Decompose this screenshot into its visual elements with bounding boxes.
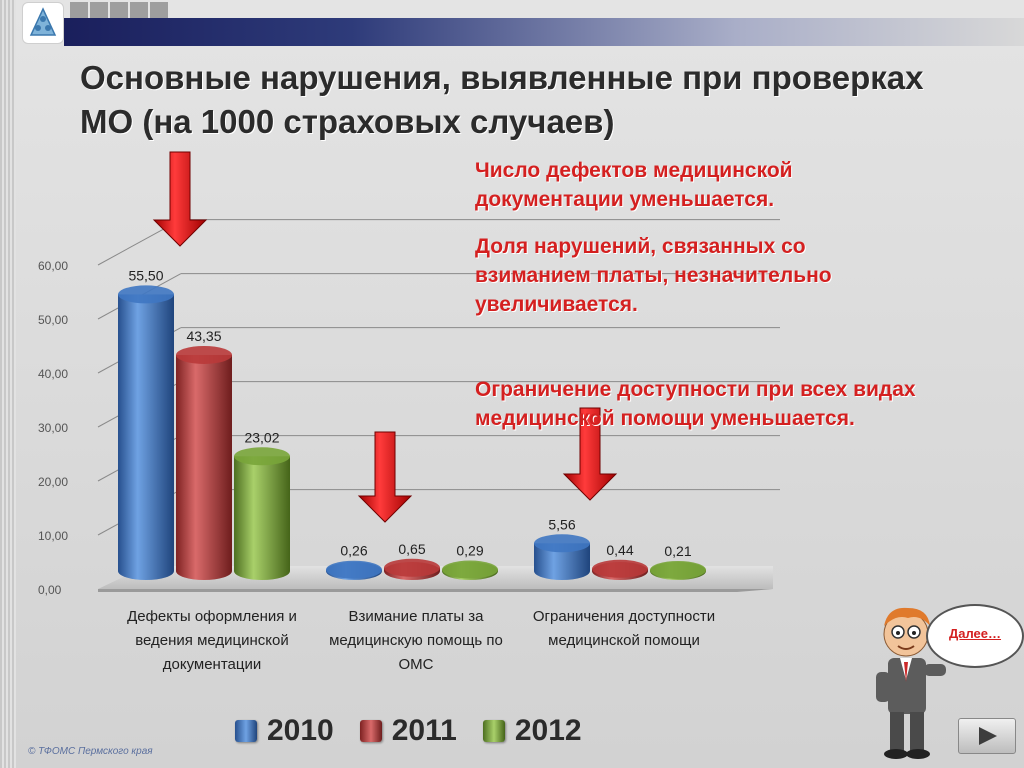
legend-label-2010: 2010	[267, 714, 334, 747]
bar-top-2012-3	[650, 560, 706, 579]
value-label-2012-2: 0,29	[456, 543, 483, 559]
header-blocks	[70, 2, 170, 23]
legend-item-2010: 2010	[235, 714, 334, 748]
value-label-2011-3: 0,44	[606, 542, 633, 558]
bar-base-2011-1	[176, 562, 232, 580]
y-tick-label: 20,00	[38, 475, 68, 489]
bar-2012-1	[234, 456, 290, 571]
next-link[interactable]: Далее…	[948, 626, 1002, 641]
value-label-2010-2: 0,26	[340, 543, 367, 559]
category-label-1: Дефекты оформления и ведения медицинской…	[127, 608, 297, 673]
value-label-2012-1: 23,02	[244, 429, 279, 445]
y-tick-label: 50,00	[38, 313, 68, 327]
bar-base-2012-1	[234, 562, 290, 580]
footer-copyright: © ТФОМС Пермского края	[28, 746, 153, 757]
next-slide-button[interactable]	[958, 718, 1016, 754]
bar-top-2012-1	[234, 447, 290, 466]
bar-top-2011-1	[176, 345, 232, 364]
bar-top-2011-3	[592, 559, 648, 578]
value-label-2011-1: 43,35	[186, 328, 221, 344]
chart-floor-edge	[98, 589, 773, 592]
play-icon	[979, 727, 997, 745]
note-3: Ограничение доступности при всех видах м…	[475, 378, 916, 430]
decorative-stripe	[0, 0, 16, 768]
down-arrow-icon	[152, 151, 208, 247]
bar-top-2010-2	[326, 560, 382, 579]
legend-swatch-2011	[359, 720, 382, 742]
bar-top-2011-2	[384, 558, 440, 577]
bar-2010-1	[118, 294, 174, 571]
y-tick-label: 60,00	[38, 259, 68, 273]
bar-top-2012-2	[442, 560, 498, 579]
bar-base-2010-1	[118, 562, 174, 580]
presenter-character	[876, 607, 946, 759]
bar-base-2010-3	[534, 562, 590, 580]
legend-swatch-2010	[235, 720, 257, 742]
y-tick-label: 30,00	[38, 421, 68, 435]
slide-title: Основные нарушения, выявленные при прове…	[80, 59, 924, 140]
value-label-2010-1: 55,50	[128, 267, 163, 283]
note-1: Число дефектов медицинской документации …	[475, 159, 793, 211]
down-arrow-icon	[562, 407, 618, 501]
logo	[22, 2, 64, 44]
value-label-2010-3: 5,56	[548, 516, 575, 532]
value-label-2012-3: 0,21	[664, 543, 691, 559]
bar-top-2010-3	[534, 534, 590, 553]
y-tick-label: 40,00	[38, 367, 68, 381]
note-2: Доля нарушений, связанных со взиманием п…	[475, 235, 832, 316]
legend-item-2012: 2012	[482, 714, 582, 748]
down-arrow-icon	[357, 431, 413, 523]
legend-label-2011: 2011	[391, 714, 457, 747]
category-label-3: Ограничения доступности медицинской помо…	[532, 608, 716, 649]
legend-swatch-2012	[482, 720, 505, 742]
bar-2011-1	[176, 354, 232, 571]
value-label-2011-2: 0,65	[398, 541, 425, 557]
header-bar	[64, 18, 1024, 46]
chart-legend: 2010 2011 2012	[235, 714, 608, 748]
y-tick-label: 0,00	[38, 583, 62, 597]
bar-top-2010-1	[118, 285, 174, 304]
next-speech-bubble[interactable]: Далее…	[926, 604, 1024, 668]
category-label-2: Взимание платы за медицинскую помощь по …	[329, 608, 503, 673]
legend-item-2011: 2011	[359, 714, 457, 748]
y-tick-label: 10,00	[38, 529, 68, 543]
legend-label-2012: 2012	[514, 714, 582, 747]
